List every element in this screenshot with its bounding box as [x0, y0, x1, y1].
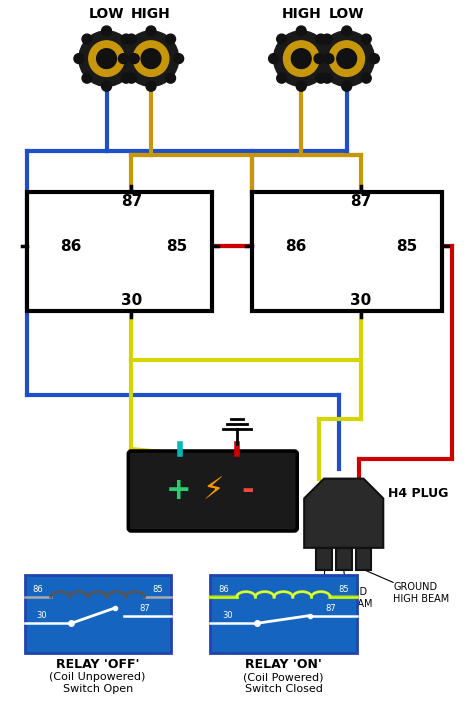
- Polygon shape: [304, 478, 383, 548]
- Circle shape: [123, 31, 179, 87]
- Circle shape: [319, 31, 374, 87]
- Circle shape: [322, 34, 332, 44]
- Circle shape: [82, 73, 92, 83]
- Circle shape: [296, 81, 306, 91]
- Text: 30: 30: [120, 293, 142, 308]
- Text: 30: 30: [350, 293, 371, 308]
- Circle shape: [277, 73, 287, 83]
- Text: LOW: LOW: [329, 7, 365, 21]
- Circle shape: [133, 41, 169, 76]
- Text: +: +: [165, 476, 191, 505]
- Text: Switch Closed: Switch Closed: [245, 684, 322, 694]
- Circle shape: [127, 34, 137, 44]
- Circle shape: [277, 34, 287, 44]
- Text: GROUND
HIGH BEAM: GROUND HIGH BEAM: [393, 582, 449, 604]
- Text: HIGH: HIGH: [131, 7, 171, 21]
- Text: 85: 85: [152, 585, 163, 594]
- Bar: [336, 548, 352, 569]
- Circle shape: [101, 81, 111, 91]
- Text: H4 PLUG: H4 PLUG: [388, 487, 448, 500]
- Text: Switch Open: Switch Open: [63, 684, 133, 694]
- Circle shape: [146, 26, 156, 36]
- Text: 87: 87: [325, 603, 336, 613]
- Circle shape: [79, 31, 134, 87]
- Circle shape: [342, 81, 352, 91]
- Circle shape: [127, 73, 137, 83]
- Text: 85: 85: [166, 239, 188, 254]
- Circle shape: [89, 41, 124, 76]
- Circle shape: [121, 34, 131, 44]
- Text: 87: 87: [350, 194, 371, 209]
- Text: -: -: [241, 476, 254, 505]
- Text: COMMON
POSITIVE: COMMON POSITIVE: [301, 587, 347, 609]
- Circle shape: [269, 54, 279, 63]
- Circle shape: [283, 41, 319, 76]
- Text: (Coil Unpowered): (Coil Unpowered): [49, 672, 146, 682]
- Circle shape: [146, 81, 156, 91]
- Text: 86: 86: [32, 585, 43, 594]
- Circle shape: [322, 73, 332, 83]
- Text: (Coil Powered): (Coil Powered): [243, 672, 324, 682]
- Circle shape: [296, 26, 306, 36]
- Circle shape: [329, 41, 365, 76]
- Circle shape: [82, 34, 92, 44]
- Text: GROUND
LOW BEAM: GROUND LOW BEAM: [319, 587, 373, 609]
- Circle shape: [314, 54, 324, 63]
- Circle shape: [273, 31, 329, 87]
- Circle shape: [324, 54, 334, 63]
- Text: 85: 85: [338, 585, 349, 594]
- Circle shape: [118, 54, 128, 63]
- Text: ⚡: ⚡: [202, 476, 223, 505]
- Circle shape: [101, 26, 111, 36]
- Circle shape: [361, 34, 371, 44]
- Circle shape: [342, 26, 352, 36]
- Text: RELAY 'OFF': RELAY 'OFF': [56, 658, 139, 671]
- Circle shape: [316, 73, 326, 83]
- Circle shape: [121, 73, 131, 83]
- Circle shape: [292, 49, 311, 68]
- FancyBboxPatch shape: [210, 576, 356, 653]
- Text: RELAY 'ON': RELAY 'ON': [245, 658, 322, 671]
- FancyBboxPatch shape: [128, 451, 297, 531]
- FancyBboxPatch shape: [25, 576, 171, 653]
- Text: 87: 87: [139, 603, 150, 613]
- Text: 86: 86: [285, 239, 307, 254]
- Circle shape: [316, 34, 326, 44]
- Text: LOW: LOW: [89, 7, 124, 21]
- Circle shape: [337, 49, 356, 68]
- Text: 87: 87: [120, 194, 142, 209]
- Text: 86: 86: [60, 239, 82, 254]
- Bar: [27, 192, 212, 310]
- Circle shape: [141, 49, 161, 68]
- Circle shape: [165, 34, 175, 44]
- Circle shape: [97, 49, 117, 68]
- Text: 30: 30: [223, 611, 233, 620]
- Circle shape: [74, 54, 84, 63]
- Text: HIGH: HIGH: [282, 7, 321, 21]
- Text: 86: 86: [218, 585, 229, 594]
- Bar: [252, 192, 442, 310]
- Circle shape: [361, 73, 371, 83]
- Circle shape: [174, 54, 183, 63]
- Bar: [316, 548, 332, 569]
- Bar: [356, 548, 372, 569]
- Circle shape: [129, 54, 139, 63]
- Text: 30: 30: [37, 611, 47, 620]
- Circle shape: [165, 73, 175, 83]
- Text: 85: 85: [397, 239, 418, 254]
- Circle shape: [369, 54, 379, 63]
